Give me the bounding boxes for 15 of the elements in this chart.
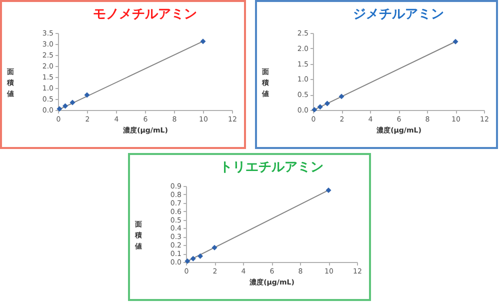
point xyxy=(324,100,330,106)
point xyxy=(338,94,344,100)
point xyxy=(198,253,203,259)
chart-title: ジメチルアミン xyxy=(353,7,444,22)
chart-title: モノメチルアミン xyxy=(93,7,197,22)
point xyxy=(84,92,90,98)
chart-title: トリエチルアミン xyxy=(220,160,324,175)
point xyxy=(200,38,206,44)
point xyxy=(62,103,68,109)
point xyxy=(190,256,196,262)
point xyxy=(70,100,76,106)
point xyxy=(212,244,218,250)
point xyxy=(452,38,458,44)
point xyxy=(317,104,323,110)
point xyxy=(326,187,332,193)
